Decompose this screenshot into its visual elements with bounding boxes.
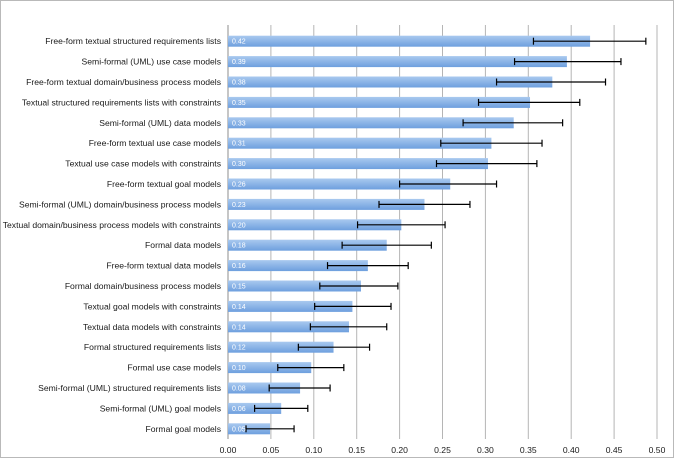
bar xyxy=(228,321,349,333)
data-label: 0.16 xyxy=(232,263,246,270)
category-label: Semi-formal (UML) domain/business proces… xyxy=(19,199,221,209)
data-label: 0.08 xyxy=(232,386,246,393)
error-bar xyxy=(513,58,622,66)
error-bar xyxy=(440,139,543,147)
category-label: Textual use case models with constraints xyxy=(65,159,221,169)
category-label: Free-form textual goal models xyxy=(107,179,221,189)
x-tick-label: 0.35 xyxy=(520,445,537,455)
bar xyxy=(228,239,387,251)
error-bar xyxy=(268,384,331,392)
x-tick-label: 0.25 xyxy=(434,445,451,455)
x-tick-label: 0.20 xyxy=(391,445,408,455)
bar xyxy=(228,341,334,353)
x-tick-label: 0.40 xyxy=(563,445,580,455)
error-bar xyxy=(435,160,538,168)
category-labels: Free-form textual structured requirement… xyxy=(3,36,221,434)
data-label: 0.39 xyxy=(232,59,246,66)
x-tick-label: 0.45 xyxy=(606,445,623,455)
category-label: Formal structured requirements lists xyxy=(84,342,221,352)
category-label: Semi-formal (UML) structured requirement… xyxy=(38,383,221,393)
data-label: 0.26 xyxy=(232,182,246,189)
category-label: Formal goal models xyxy=(146,424,221,434)
data-label: 0.15 xyxy=(232,284,246,291)
error-bar xyxy=(314,302,392,310)
x-tick-label: 0.00 xyxy=(220,445,237,455)
bar xyxy=(228,260,368,272)
bar xyxy=(228,158,488,170)
bar xyxy=(228,362,312,374)
data-label: 0.05 xyxy=(232,426,246,433)
bar xyxy=(228,219,402,231)
x-tick-label: 0.10 xyxy=(305,445,322,455)
error-bar xyxy=(341,241,432,249)
data-label: 0.14 xyxy=(232,304,246,311)
error-bar xyxy=(356,221,446,229)
data-label: 0.35 xyxy=(232,100,246,107)
bar xyxy=(228,117,514,129)
bars xyxy=(228,35,591,435)
category-label: Textual goal models with constraints xyxy=(83,301,221,311)
error-bar xyxy=(277,364,345,372)
x-tick-label: 0.30 xyxy=(477,445,494,455)
bar xyxy=(228,300,353,312)
category-label: Semi-formal (UML) use case models xyxy=(82,57,221,67)
category-label: Free-form textual use case models xyxy=(89,138,221,148)
data-label: 0.20 xyxy=(232,222,246,229)
category-label: Semi-formal (UML) goal models xyxy=(100,403,221,413)
x-axis-tick-labels: 0.00 0.05 0.10 0.15 0.20 0.25 0.30 0.35 0.40 0.45… xyxy=(220,445,666,455)
data-label: 0.06 xyxy=(232,406,246,413)
data-label: 0.38 xyxy=(232,80,246,87)
data-label: 0.33 xyxy=(232,120,246,127)
error-bar xyxy=(532,37,647,45)
x-tick-label: 0.15 xyxy=(348,445,365,455)
bar xyxy=(228,382,301,394)
error-bar xyxy=(378,200,471,208)
category-label: Free-form textual structured requirement… xyxy=(45,36,221,46)
category-label: Semi-formal (UML) data models xyxy=(99,118,221,128)
bar xyxy=(228,35,591,47)
data-label: 0.31 xyxy=(232,141,246,148)
x-tick-label: 0.05 xyxy=(263,445,280,455)
error-bars xyxy=(245,37,647,433)
category-label: Textual data models with constraints xyxy=(83,322,221,332)
bar xyxy=(228,198,425,210)
category-label: Textual structured requirements lists wi… xyxy=(22,97,221,107)
category-label: Textual domain/business process models w… xyxy=(3,220,221,230)
bar xyxy=(228,178,451,190)
data-label: 0.10 xyxy=(232,365,246,372)
bar xyxy=(228,76,553,88)
error-bar xyxy=(399,180,498,188)
data-label: 0.14 xyxy=(232,324,246,331)
bar xyxy=(228,280,361,292)
error-bar xyxy=(477,98,581,106)
data-label: 0.30 xyxy=(232,161,246,168)
data-labels: 0.42 0.39 0.38 0.35 0.33 0.31 0.30 0.26 0.23 0.20… xyxy=(232,39,246,434)
error-bar xyxy=(495,78,607,86)
data-label: 0.23 xyxy=(232,202,246,209)
data-label: 0.12 xyxy=(232,345,246,352)
category-label: Formal use case models xyxy=(127,363,221,373)
bar xyxy=(228,96,531,108)
error-bar xyxy=(309,323,388,331)
category-label: Formal domain/business process models xyxy=(65,281,221,291)
error-bar xyxy=(245,425,295,433)
category-label: Formal data models xyxy=(145,240,221,250)
category-label: Free-form textual data models xyxy=(106,261,221,271)
error-bar xyxy=(326,262,409,270)
category-label: Free-form textual domain/business proces… xyxy=(26,77,221,87)
gridlines xyxy=(227,25,658,439)
error-bar xyxy=(253,404,309,412)
bar xyxy=(228,56,567,68)
bar xyxy=(228,137,492,149)
data-label: 0.42 xyxy=(232,39,246,46)
data-label: 0.18 xyxy=(232,243,246,250)
error-bar xyxy=(462,119,564,127)
x-tick-label: 0.50 xyxy=(649,445,666,455)
error-bar xyxy=(319,282,399,290)
error-bar xyxy=(297,343,371,351)
